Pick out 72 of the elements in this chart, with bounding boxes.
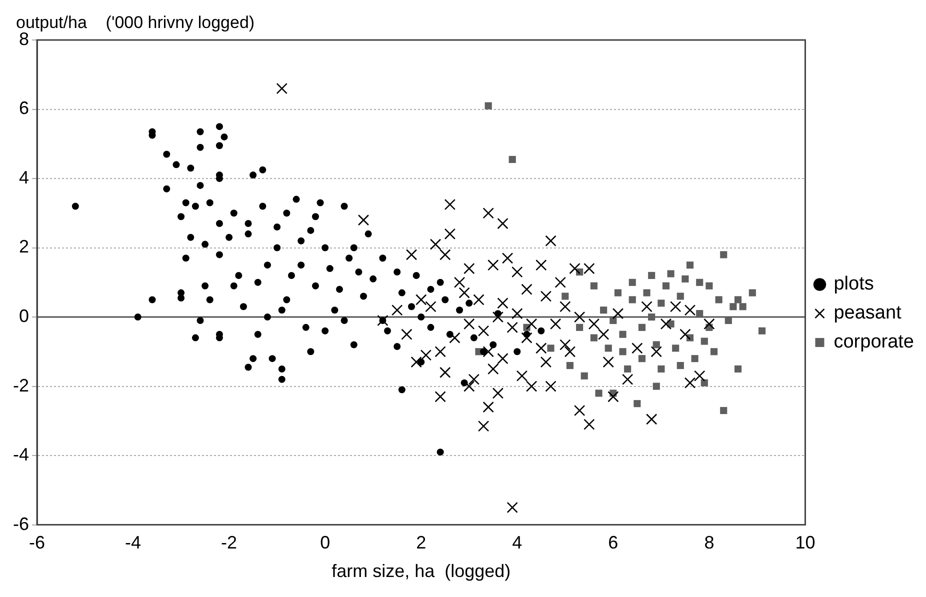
point: [562, 292, 569, 300]
point: [710, 348, 718, 356]
y-tick-label: -6: [12, 514, 30, 534]
point: [696, 278, 704, 286]
point: [658, 365, 665, 373]
point: [748, 289, 756, 296]
point: [619, 330, 626, 338]
x-axis-title: farm size, ha (logged): [332, 561, 511, 582]
point: [730, 303, 737, 310]
y-tick-label: 6: [18, 98, 30, 118]
point: [648, 272, 656, 280]
point: [658, 300, 665, 307]
point: [652, 341, 660, 348]
x-tick-label: 6: [608, 532, 618, 553]
x-tick-label: 10: [795, 532, 816, 553]
point: [667, 270, 674, 278]
point: [590, 282, 598, 290]
y-tick-label: -2: [12, 375, 30, 396]
y-tick-label: 4: [18, 167, 30, 188]
point: [696, 310, 704, 318]
x-tick-label: -4: [125, 532, 142, 553]
point: [547, 344, 554, 352]
point: [614, 289, 622, 296]
point: [566, 362, 574, 370]
point: [686, 262, 694, 269]
x-tick-label: 8: [704, 532, 714, 553]
point: [604, 344, 612, 352]
x-tick-label: -2: [221, 532, 238, 553]
y-tick-label: -4: [12, 444, 30, 465]
legend-label: peasant: [834, 302, 902, 324]
point: [648, 313, 656, 321]
y-tick-label: 0: [18, 306, 30, 326]
point: [724, 316, 732, 324]
point: [706, 282, 713, 290]
point: [739, 303, 746, 310]
point: [676, 362, 684, 370]
point: [590, 334, 598, 342]
point: [758, 327, 766, 334]
point: [720, 251, 728, 258]
legend-label: corporate: [834, 332, 914, 353]
point: [700, 379, 708, 386]
point: [682, 275, 689, 282]
point: [595, 390, 602, 397]
point: [580, 372, 588, 380]
point: [600, 306, 608, 314]
point: [610, 316, 617, 324]
point: [643, 289, 650, 296]
point: [508, 156, 516, 164]
point: [576, 324, 584, 331]
point: [700, 338, 708, 345]
point: [734, 365, 742, 373]
point: [662, 282, 670, 290]
x-tick-label: 0: [320, 532, 330, 553]
point: [628, 296, 636, 304]
point: [672, 344, 680, 352]
point: [638, 324, 646, 331]
point: [484, 102, 492, 110]
point: [634, 400, 641, 408]
point: [619, 348, 626, 356]
point: [624, 365, 632, 373]
point: [676, 292, 684, 300]
point: [652, 382, 660, 390]
x-tick-label: 4: [512, 532, 522, 553]
point: [691, 355, 698, 362]
point: [628, 278, 636, 286]
point: [720, 406, 728, 414]
legend-label: plots: [834, 274, 874, 295]
point: [734, 296, 742, 304]
point: [715, 296, 722, 304]
x-tick-label: 2: [416, 532, 426, 553]
y-tick-label: 2: [18, 236, 30, 257]
point: [638, 355, 646, 362]
